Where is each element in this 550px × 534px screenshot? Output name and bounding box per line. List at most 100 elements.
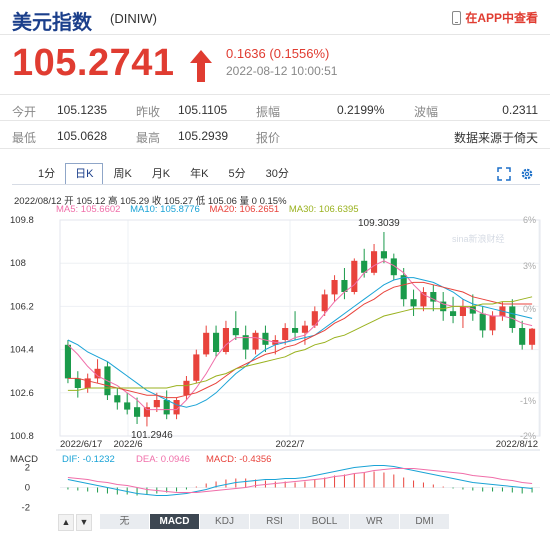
candle-body bbox=[84, 378, 91, 388]
macd-tick-label: 0 bbox=[25, 483, 30, 494]
macd-tick-label: 2 bbox=[25, 463, 30, 474]
candle-body bbox=[232, 328, 239, 336]
symbol-code: (DINIW) bbox=[110, 11, 157, 26]
candle-body bbox=[341, 280, 348, 292]
stat-value-open: 105.1235 bbox=[57, 103, 108, 117]
ma-legend: MA5: 105.6602 MA10: 105.8776 MA20: 106.2… bbox=[56, 204, 366, 215]
scroll-down-button[interactable]: ▼ bbox=[76, 514, 92, 531]
indicator-tabs: 无 MACD KDJ RSI BOLL WR DMI bbox=[100, 514, 450, 529]
candle-body bbox=[173, 400, 180, 415]
candle-body bbox=[519, 328, 526, 345]
tab-wr[interactable]: WR bbox=[350, 514, 400, 529]
candle-body bbox=[321, 294, 328, 312]
tab-daily-k[interactable]: 日K bbox=[65, 163, 104, 184]
candle-body bbox=[351, 260, 358, 292]
macd-tick-label: -2 bbox=[22, 503, 30, 514]
y-tick-label: 108 bbox=[10, 258, 26, 269]
period-high-label: 109.3039 bbox=[358, 218, 400, 229]
sina-watermark: sina新浪财经 bbox=[452, 233, 505, 244]
phone-icon bbox=[452, 10, 462, 25]
quote-timestamp: 2022-08-12 10:00:51 bbox=[226, 64, 338, 78]
candle-body bbox=[282, 328, 289, 340]
candle-body bbox=[143, 407, 150, 417]
tab-none[interactable]: 无 bbox=[100, 514, 150, 529]
candle-body bbox=[153, 400, 160, 408]
tab-weekly-k[interactable]: 周K bbox=[113, 168, 132, 180]
stats-top-divider bbox=[0, 94, 550, 95]
gear-icon[interactable] bbox=[520, 167, 534, 181]
stat-value-high: 105.2939 bbox=[178, 129, 229, 143]
candle-body bbox=[489, 316, 496, 331]
candle-body bbox=[222, 328, 229, 352]
scroll-up-button[interactable]: ▲ bbox=[58, 514, 74, 531]
candle-body bbox=[74, 378, 81, 388]
stat-label-low: 最低 bbox=[12, 131, 37, 145]
candle-body bbox=[203, 332, 210, 355]
macd-value-legend: MACD: -0.4356 bbox=[206, 454, 271, 465]
candle-body bbox=[331, 280, 338, 295]
y-tick-label: 102.6 bbox=[10, 388, 34, 399]
candle-body bbox=[213, 332, 220, 352]
period-toolbar: 1分 日K 周K 月K 年K 5分 30分 bbox=[28, 163, 299, 185]
tab-boll[interactable]: BOLL bbox=[300, 514, 350, 529]
ma20-legend: MA20: 106.2651 bbox=[209, 204, 280, 215]
x-tick-label: 2022/8/12 bbox=[496, 439, 538, 450]
stats-mid-divider bbox=[0, 120, 550, 121]
ma30-line bbox=[67, 296, 533, 391]
tab-1min[interactable]: 1分 bbox=[38, 168, 56, 180]
macd-dea-line bbox=[67, 468, 533, 493]
pct-tick-label: 3% bbox=[523, 261, 536, 271]
tab-kdj[interactable]: KDJ bbox=[200, 514, 250, 529]
candle-body bbox=[301, 325, 308, 333]
ohlc-readout: 2022/08/12 开 105.12 高 105.29 收 105.27 低 … bbox=[14, 196, 287, 207]
candle-body bbox=[450, 311, 457, 316]
candle-body bbox=[529, 328, 536, 345]
stat-value-prev-close: 105.1105 bbox=[178, 103, 228, 117]
kline-chart[interactable]: sina新浪财经 109.8 108 106.2 104.4 102.6 100.8 6%… bbox=[0, 212, 550, 514]
open-in-app-label: 在APP中查看 bbox=[465, 11, 538, 25]
chart-nav: ▲ ▼ bbox=[58, 514, 92, 531]
candle-body bbox=[262, 332, 269, 345]
tab-yearly-k[interactable]: 年K bbox=[190, 168, 209, 180]
candle-body bbox=[183, 380, 190, 396]
candle-body bbox=[163, 400, 170, 415]
candle-body bbox=[410, 299, 417, 307]
tab-macd[interactable]: MACD bbox=[150, 514, 200, 529]
chart-top-border bbox=[12, 184, 540, 185]
ma10-line bbox=[67, 277, 533, 408]
expand-icon[interactable] bbox=[497, 167, 511, 181]
stat-value-amplitude: 0.2199% bbox=[337, 103, 385, 117]
candle-body bbox=[430, 292, 437, 302]
tab-rsi[interactable]: RSI bbox=[250, 514, 300, 529]
stat-label-high: 最高 bbox=[136, 131, 161, 145]
candle-body bbox=[440, 301, 447, 312]
candle-body bbox=[479, 313, 486, 331]
candle-body bbox=[242, 335, 249, 350]
open-in-app-link[interactable]: 在APP中查看 bbox=[452, 9, 538, 26]
candle-body bbox=[114, 395, 121, 403]
candle-body bbox=[124, 402, 131, 410]
tab-30min[interactable]: 30分 bbox=[265, 168, 289, 180]
candle-body bbox=[292, 328, 299, 333]
stats-bottom-divider bbox=[0, 148, 550, 149]
stat-label-amplitude: 振幅 bbox=[256, 105, 281, 119]
tab-dmi[interactable]: DMI bbox=[400, 514, 450, 529]
candle-body bbox=[469, 306, 476, 314]
y-tick-label: 106.2 bbox=[10, 301, 34, 312]
macd-legend-label: MACD bbox=[10, 454, 38, 465]
candle-body bbox=[380, 251, 387, 259]
pct-tick-label: 0% bbox=[523, 304, 536, 314]
candle-body bbox=[371, 251, 378, 273]
candle-body bbox=[311, 311, 318, 326]
header-divider bbox=[0, 34, 550, 35]
pct-tick-label: 6% bbox=[523, 215, 536, 225]
tab-monthly-k[interactable]: 月K bbox=[151, 168, 171, 180]
data-source-note: 数据来源于倚天 bbox=[453, 131, 538, 145]
ma5-line bbox=[67, 260, 533, 411]
y-tick-label: 100.8 bbox=[10, 431, 34, 442]
tab-5min[interactable]: 5分 bbox=[228, 168, 246, 180]
last-price: 105.2741 bbox=[12, 42, 175, 84]
ma10-legend: MA10: 105.8776 bbox=[130, 204, 200, 215]
pct-tick-label: -1% bbox=[520, 396, 536, 406]
candle-body bbox=[361, 260, 368, 273]
